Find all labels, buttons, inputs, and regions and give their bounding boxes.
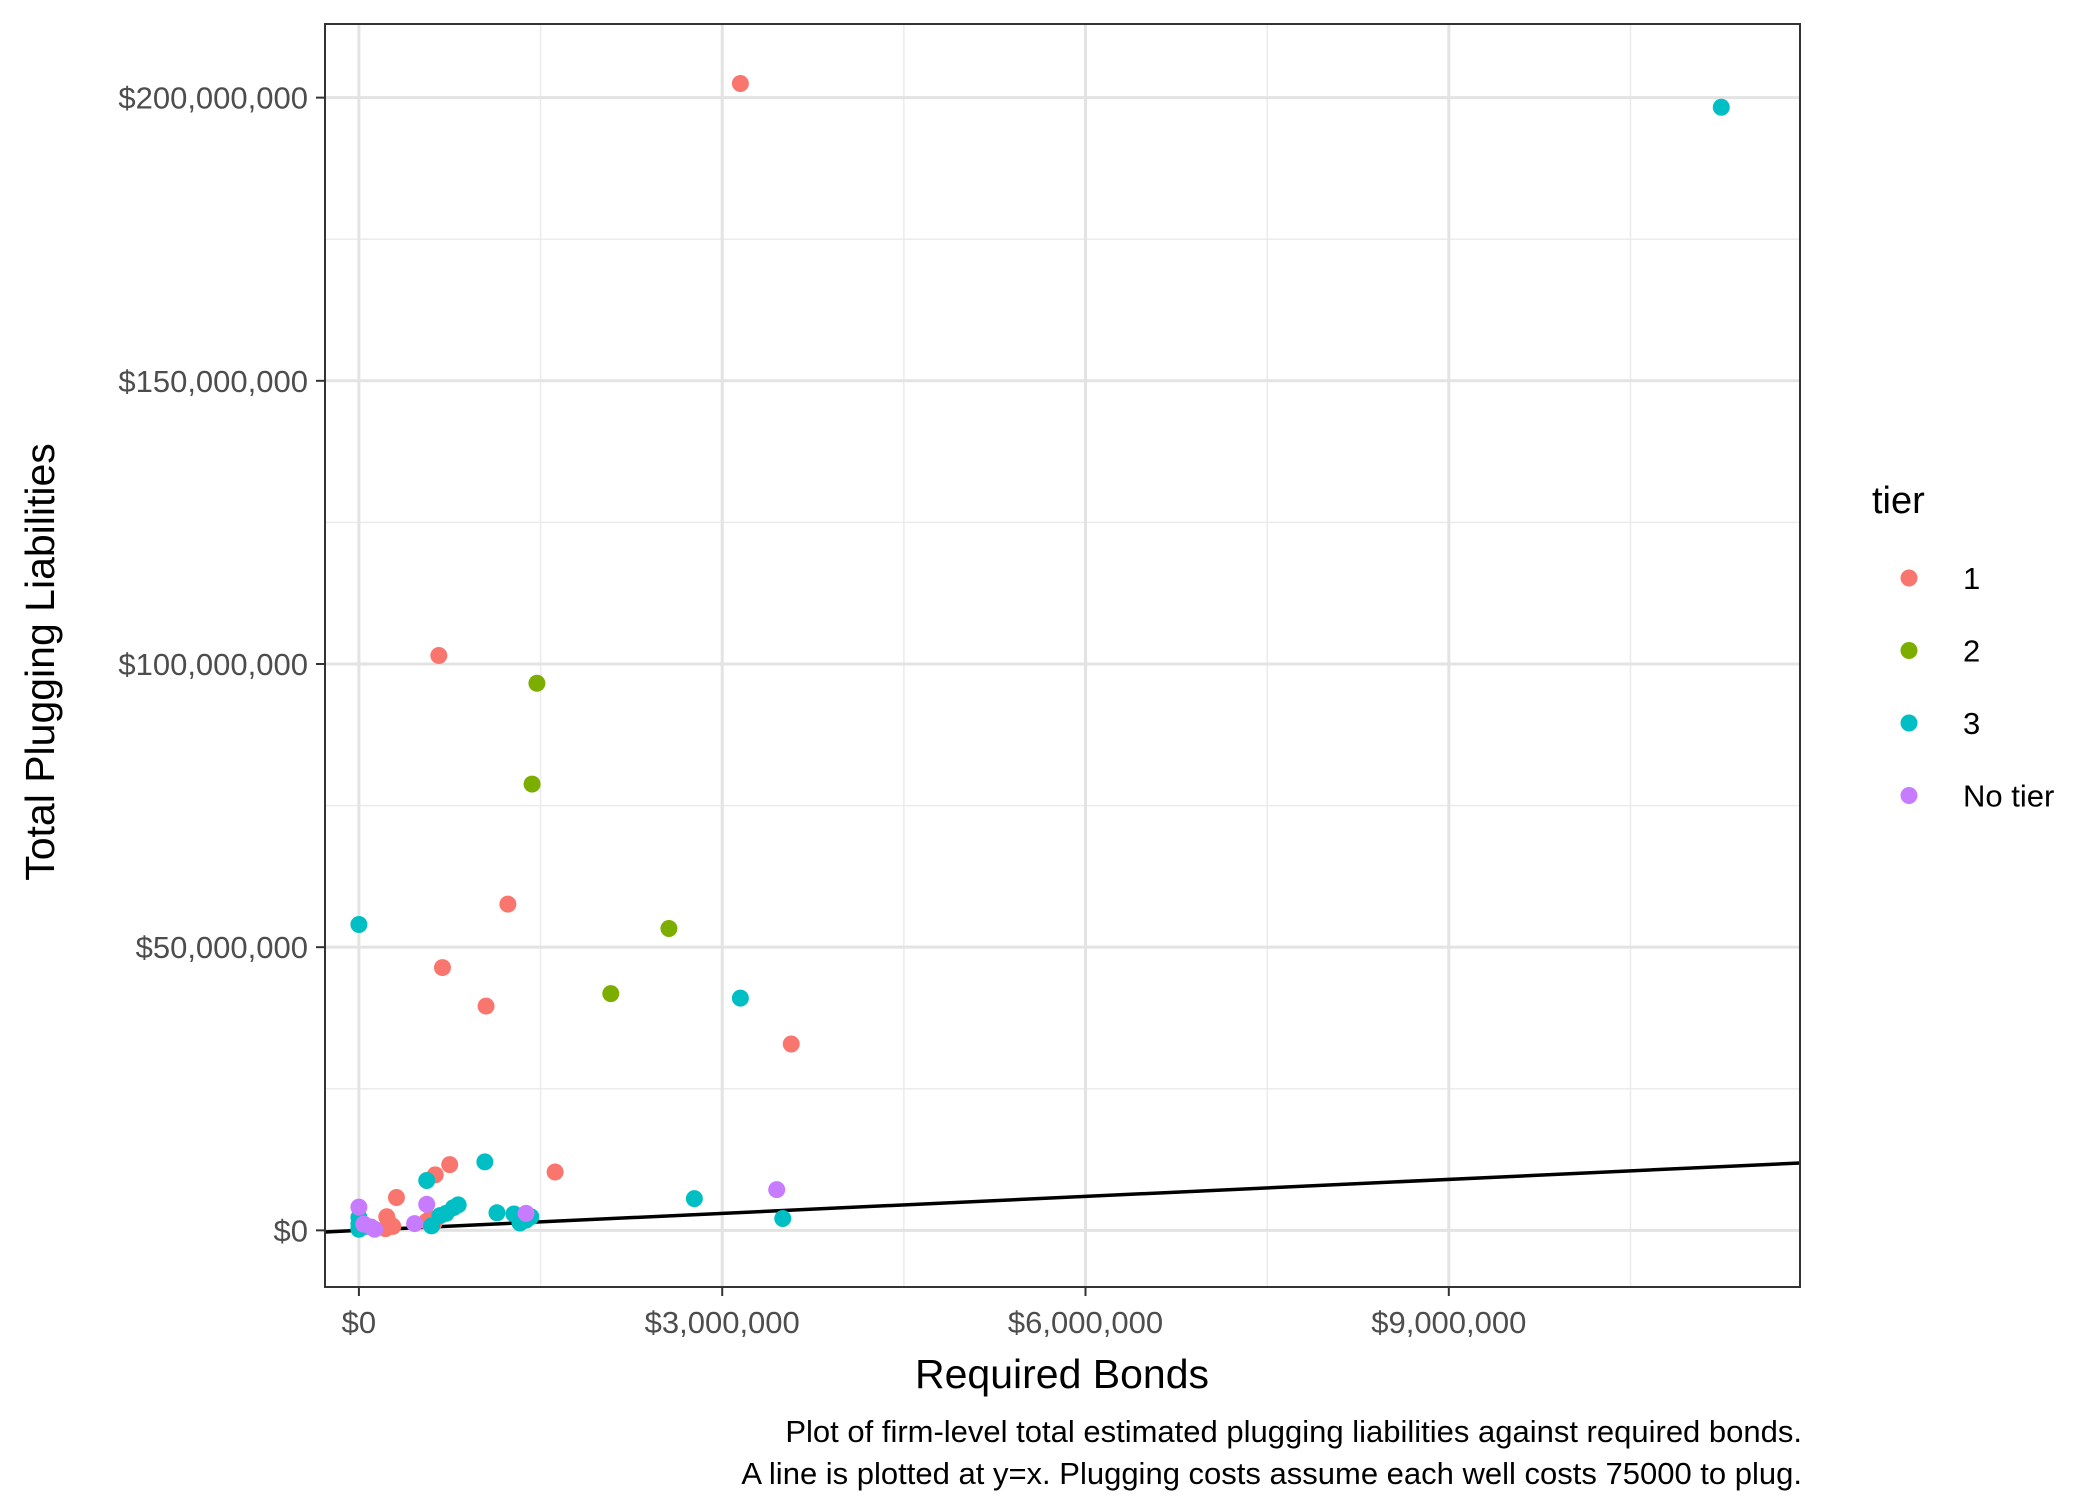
legend-key (1900, 642, 1918, 659)
legend-key (1900, 569, 1918, 587)
caption: Plot of firm-level total estimated plugg… (741, 1414, 1802, 1491)
data-point-tier-1 (433, 959, 451, 977)
data-point-tier-1 (782, 1035, 800, 1053)
legend-label: 2 (1963, 634, 1980, 669)
minor-gridlines (325, 24, 1800, 1287)
y-axis-title: Total Plugging Liabilities (17, 443, 63, 881)
data-point-tier-1 (387, 1189, 405, 1207)
x-axis: $0 $3,000,000 $6,000,000 $9,000,000 (342, 1287, 1526, 1340)
data-point-tier-3 (488, 1204, 506, 1222)
data-point-tier-3 (350, 916, 368, 934)
legend: tier 1 2 3 No tier (1872, 480, 2054, 814)
data-point-tier-3 (423, 1217, 441, 1235)
data-point-tier-3 (731, 989, 749, 1007)
data-point-tier-no-tier (350, 1198, 368, 1216)
y-tick-label: $200,000,000 (118, 81, 308, 116)
reference-line-layer (324, 1161, 1801, 1234)
x-axis-title: Required Bonds (915, 1351, 1209, 1397)
data-point-tier-1 (499, 895, 517, 913)
data-point-tier-1 (477, 997, 495, 1015)
plot-panel-border (324, 23, 1801, 1288)
y-tick-label: $100,000,000 (118, 647, 308, 682)
data-point-tier-2 (528, 674, 546, 692)
caption-line-1: Plot of firm-level total estimated plugg… (785, 1414, 1802, 1449)
data-point-tier-1 (430, 647, 448, 664)
y-tick-label: $0 (274, 1213, 308, 1248)
legend-title: tier (1872, 480, 1925, 522)
data-point-tier-3 (418, 1172, 436, 1190)
legend-label: 3 (1963, 706, 1980, 741)
data-point-tier-no-tier (517, 1204, 535, 1222)
x-tick-label: $9,000,000 (1371, 1305, 1526, 1340)
legend-label: 1 (1963, 561, 1980, 596)
data-point-tier-2 (523, 775, 541, 793)
data-point-tier-3 (1712, 98, 1730, 116)
reference-line-y-equals-x (324, 1161, 1801, 1234)
caption-line-2: A line is plotted at y=x. Plugging costs… (741, 1456, 1802, 1491)
data-point-tier-2 (602, 985, 620, 1003)
data-point-tier-no-tier (355, 1215, 373, 1233)
y-axis: $0 $50,000,000 $100,000,000 $150,000,000 $20… (118, 81, 325, 1248)
y-tick-label: $150,000,000 (118, 364, 308, 399)
data-point-tier-3 (774, 1209, 792, 1227)
data-point-tier-no-tier (406, 1215, 424, 1233)
data-point-tier-1 (731, 74, 749, 92)
legend-key (1900, 714, 1918, 732)
data-point-tier-3 (685, 1190, 703, 1208)
data-point-tier-1 (441, 1156, 459, 1174)
x-tick-label: $0 (342, 1305, 376, 1340)
data-point-tier-no-tier (418, 1195, 436, 1213)
data-points (350, 74, 1730, 1238)
legend-label: No tier (1963, 779, 2054, 814)
data-point-tier-no-tier (768, 1181, 786, 1199)
legend-key (1900, 787, 1918, 804)
major-gridlines (325, 24, 1800, 1287)
x-tick-label: $6,000,000 (1008, 1305, 1163, 1340)
data-point-tier-1 (546, 1163, 564, 1181)
data-point-tier-2 (660, 919, 678, 937)
x-tick-label: $3,000,000 (645, 1305, 800, 1340)
data-point-tier-3 (476, 1153, 494, 1171)
y-tick-label: $50,000,000 (136, 930, 308, 965)
